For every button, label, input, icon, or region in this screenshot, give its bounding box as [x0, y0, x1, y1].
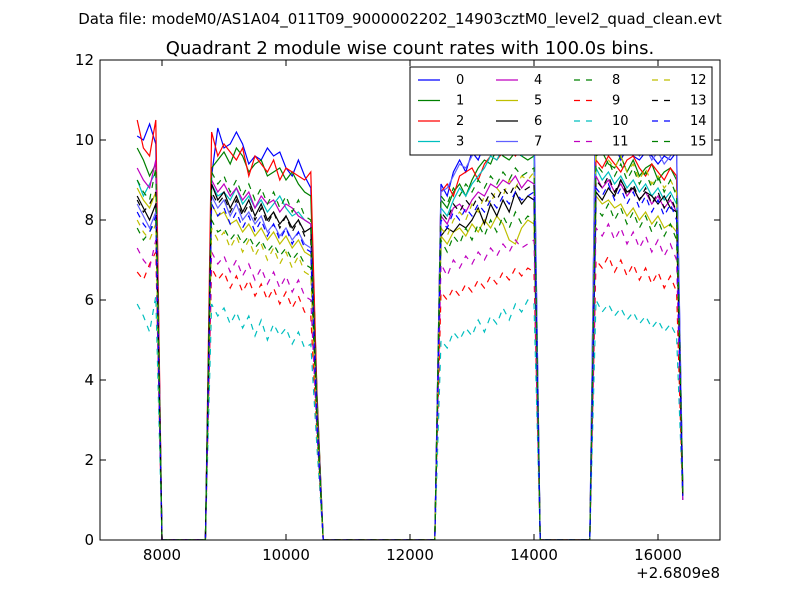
series-line-10 [136, 295, 684, 540]
y-tick-label: 10 [75, 131, 94, 149]
legend-label-1: 1 [456, 94, 464, 109]
plot-lines [136, 67, 684, 540]
legend-label-3: 3 [456, 135, 464, 150]
y-tick-label: 2 [84, 451, 94, 469]
legend-label-13: 13 [690, 94, 707, 109]
legend-label-11: 11 [612, 135, 629, 150]
legend-label-10: 10 [612, 114, 629, 129]
legend-label-9: 9 [612, 94, 620, 109]
y-tick-label: 4 [84, 371, 94, 389]
legend-label-5: 5 [534, 94, 542, 109]
x-tick-label: 12000 [386, 546, 434, 564]
legend-label-12: 12 [690, 73, 707, 88]
y-tick-label: 6 [84, 291, 94, 309]
series-line-8 [136, 202, 684, 540]
legend-label-0: 0 [456, 73, 464, 88]
series-line-12 [136, 131, 684, 540]
legend-box [409, 66, 713, 156]
y-tick-label: 12 [75, 51, 94, 69]
legend-label-14: 14 [690, 114, 707, 129]
legend-label-15: 15 [690, 135, 707, 150]
chart-title: Quadrant 2 module wise count rates with … [166, 38, 655, 59]
x-tick-label: 16000 [634, 546, 682, 564]
x-offset-label: +2.6809e8 [636, 564, 720, 582]
legend-label-2: 2 [456, 114, 464, 129]
x-tick-label: 8000 [143, 546, 181, 564]
x-tick-label: 14000 [510, 546, 558, 564]
chart-suptitle: Data file: modeM0/AS1A04_011T09_90000022… [78, 10, 722, 29]
legend-label-4: 4 [534, 73, 542, 88]
legend-label-7: 7 [534, 135, 542, 150]
y-tick-label: 8 [84, 211, 94, 229]
legend-label-6: 6 [534, 114, 542, 129]
legend-label-8: 8 [612, 73, 620, 88]
x-tick-label: 10000 [262, 546, 310, 564]
y-tick-label: 0 [84, 531, 94, 549]
